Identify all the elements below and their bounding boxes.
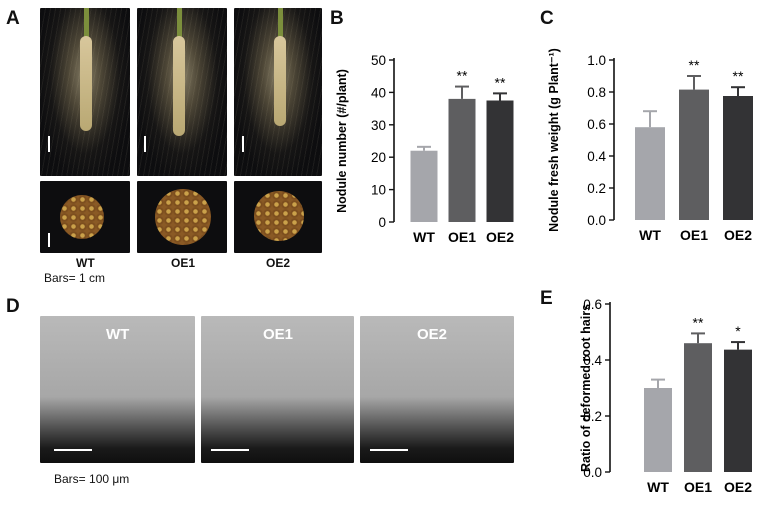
micro-label-oe1: OE1 xyxy=(263,326,294,343)
panel-c-label: C xyxy=(540,8,554,29)
error-bar-oe2 xyxy=(731,86,745,96)
significance-marker: ** xyxy=(693,314,704,330)
bar-oe2 xyxy=(723,96,753,220)
oe1-nodule-photo xyxy=(137,181,227,253)
y-tick-label: 40 xyxy=(371,85,386,100)
oe2-root-hair-micrograph xyxy=(360,316,514,463)
panel-a-scale-note: Bars= 1 cm xyxy=(44,271,106,285)
y-tick-label: 0.0 xyxy=(587,213,606,228)
x-tick-label: OE1 xyxy=(684,479,712,495)
error-bar-wt xyxy=(651,378,665,388)
wt-nodule-photo xyxy=(40,181,130,253)
x-tick-label: OE2 xyxy=(486,229,514,245)
chart-c-nodule-weight: Nodule fresh weight (g Plant⁻¹) 0.0 0.2 0.4… xyxy=(547,48,753,243)
error-bar-oe1 xyxy=(687,75,701,90)
significance-marker: * xyxy=(735,323,741,339)
bar-wt xyxy=(635,127,665,220)
oe2-nodule-photo xyxy=(234,181,322,253)
error-bar-oe2 xyxy=(731,341,745,350)
bar-oe2 xyxy=(724,349,752,472)
photo-label-oe1: OE1 xyxy=(171,256,196,270)
y-tick-label: 30 xyxy=(371,118,386,133)
y-tick-label: 0.0 xyxy=(583,465,602,480)
x-tick-label: WT xyxy=(647,479,669,495)
x-tick-label: OE2 xyxy=(724,227,752,243)
error-bar-oe2 xyxy=(493,92,507,101)
y-axis-label: Ratio of deformed root hairs xyxy=(579,304,593,472)
panel-d-scale-note: Bars= 100 μm xyxy=(54,472,130,486)
y-tick-label: 50 xyxy=(371,53,386,68)
wt-root-hair-micrograph xyxy=(40,316,195,463)
bar-oe1 xyxy=(448,98,476,222)
error-bar-wt xyxy=(643,110,657,128)
y-tick-label: 0.4 xyxy=(587,149,606,164)
y-tick-label: 0.2 xyxy=(587,181,606,196)
y-tick-label: 20 xyxy=(371,150,386,165)
y-axis-label: Nodule fresh weight (g Plant⁻¹) xyxy=(547,48,561,232)
y-tick-label: 10 xyxy=(371,183,386,198)
panel-d-label: D xyxy=(6,296,20,317)
significance-marker: ** xyxy=(457,68,468,84)
micro-label-oe2: OE2 xyxy=(417,326,448,343)
bar-wt xyxy=(644,388,672,472)
panel-b-label: B xyxy=(330,8,344,29)
photo-label-wt: WT xyxy=(76,256,95,270)
y-tick-label: 0.6 xyxy=(587,117,606,132)
bar-oe1 xyxy=(679,89,709,220)
x-tick-label: OE1 xyxy=(448,229,476,245)
wt-root-photo xyxy=(40,8,130,176)
bar-wt xyxy=(410,150,438,222)
bar-oe1 xyxy=(684,343,712,472)
oe2-root-photo xyxy=(234,8,322,176)
panel-a-label: A xyxy=(6,8,20,29)
x-tick-label: WT xyxy=(413,229,435,245)
y-axis-label: Nodule number (#/plant) xyxy=(335,69,349,213)
x-tick-label: WT xyxy=(639,227,661,243)
y-tick-label: 1.0 xyxy=(587,53,606,68)
error-bar-wt xyxy=(417,145,431,151)
photo-label-oe2: OE2 xyxy=(266,256,291,270)
micro-label-wt: WT xyxy=(106,326,130,343)
y-tick-label: 0.8 xyxy=(587,85,606,100)
oe1-root-hair-micrograph xyxy=(201,316,354,463)
significance-marker: ** xyxy=(689,57,700,73)
y-tick-label: 0 xyxy=(378,215,386,230)
significance-marker: ** xyxy=(495,74,506,90)
significance-marker: ** xyxy=(733,68,744,84)
y-tick-label: 0.6 xyxy=(583,297,602,312)
oe1-root-photo xyxy=(137,8,227,176)
panel-e-label: E xyxy=(540,288,553,309)
bar-oe2 xyxy=(486,100,514,222)
y-tick-label: 0.2 xyxy=(583,409,602,424)
y-tick-label: 0.4 xyxy=(583,353,602,368)
error-bar-oe1 xyxy=(691,332,705,344)
chart-b-nodule-number: Nodule number (#/plant) 0 10 20 30 40 50 WT ** OE… xyxy=(335,53,514,245)
x-tick-label: OE1 xyxy=(680,227,708,243)
x-tick-label: OE2 xyxy=(724,479,752,495)
error-bar-oe1 xyxy=(455,85,469,99)
